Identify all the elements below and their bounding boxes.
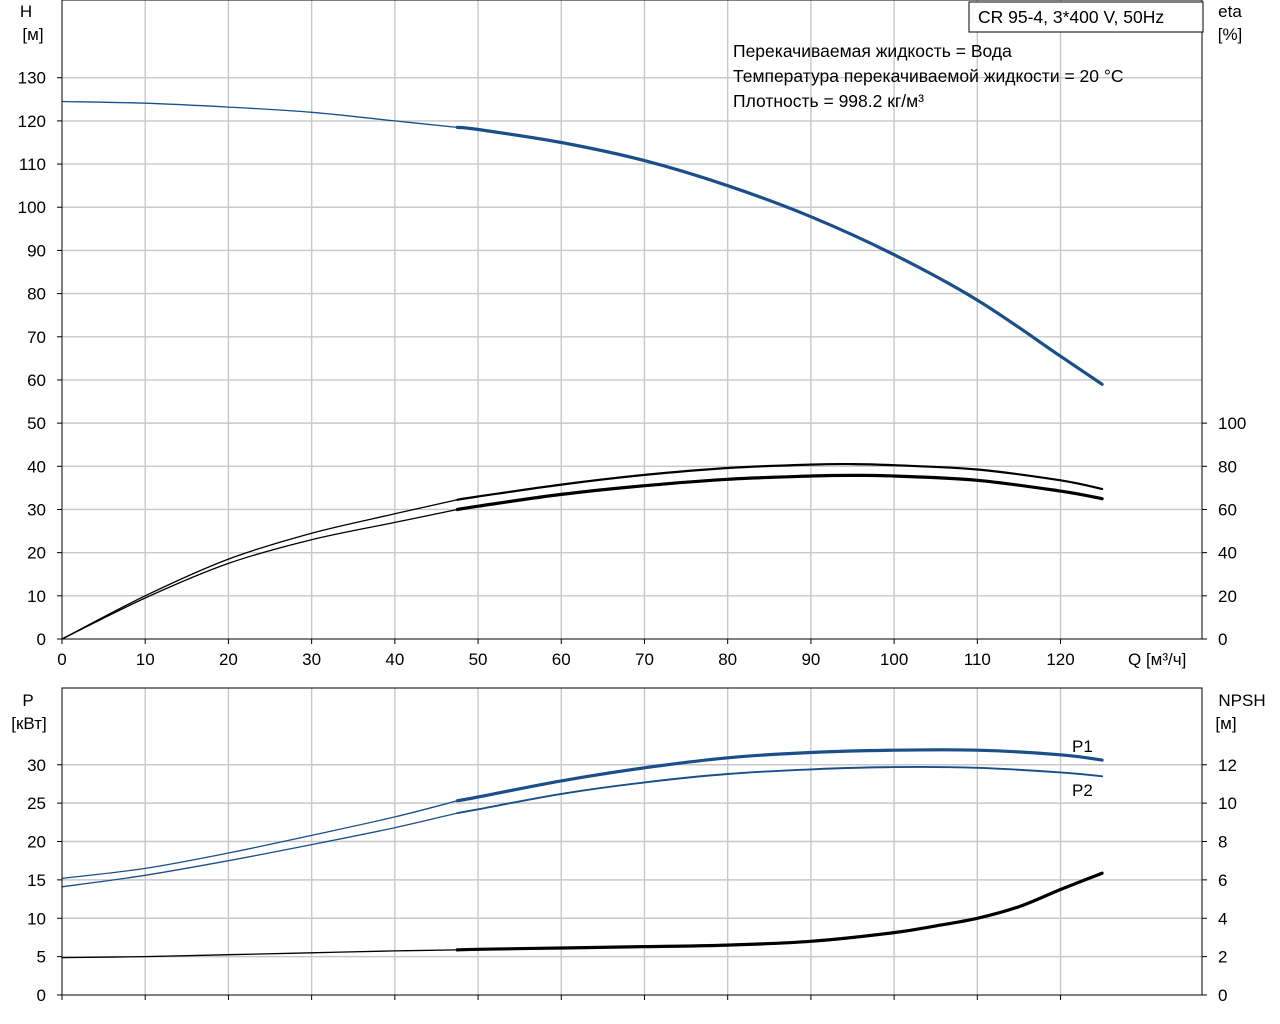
model-box [968,1,1204,33]
left-tick-label-0-12: 120 [18,112,46,131]
top-right-axis-label-line2: [%] [1218,25,1243,44]
x-tick-label-0-7: 70 [635,650,654,669]
grid-layer [62,0,1202,995]
right-tick-label-1-2: 4 [1218,909,1227,928]
series-eta_total-extended-curve [61,508,458,640]
x-tick-label-0-1: 10 [136,650,155,669]
series-eta_pump-operating-curve [456,462,1104,501]
left-tick-label-1-0: 0 [37,986,46,1005]
series-P1-extended-curve [61,800,458,879]
right-tick-label-1-1: 2 [1218,948,1227,967]
info-line-density: Плотность = 998.2 кг/м³ [733,91,924,111]
left-tick-label-1-4: 20 [27,833,46,852]
bottom-left-axis-label-line2: [кВт] [11,714,46,733]
model-label: CR 95-4, 3*400 V, 50Hz [978,7,1164,27]
left-tick-label-1-5: 25 [27,794,46,813]
left-tick-label-1-2: 10 [27,909,46,928]
left-tick-label-0-5: 50 [27,414,46,433]
x-tick-label-0-11: 110 [964,650,991,669]
info-line-fluid: Перекачиваемая жидкость = Вода [733,41,1012,61]
x-tick-label-0-12: 120 [1046,650,1074,669]
x-tick-label-0-4: 40 [385,650,404,669]
text-layer: H [м] eta [%] Q [м³/ч] P [кВт] NPSH [м] … [11,1,1266,1005]
left-tick-label-1-6: 30 [27,756,46,775]
series-NPSH-extended-curve [61,949,458,959]
top-left-axis-label-line1: H [20,2,32,21]
left-tick-label-0-4: 40 [27,457,46,476]
series-P2-operating-curve [456,765,1104,815]
right-tick-label-0-3: 60 [1218,500,1237,519]
left-tick-label-0-8: 80 [27,285,46,304]
x-tick-label-0-5: 50 [469,650,488,669]
right-tick-label-0-4: 80 [1218,457,1237,476]
left-tick-label-0-10: 100 [18,198,46,217]
right-tick-label-0-5: 100 [1218,414,1246,433]
series-P2-extended-curve [61,812,458,888]
series-H-operating-curve [455,125,1104,386]
bottom-right-axis-label-line2: [м] [1215,714,1236,733]
left-tick-label-0-6: 60 [27,371,46,390]
series-eta_pump-extended-curve [61,499,458,640]
info-line-temperature: Температура перекачиваемой жидкости = 20… [733,66,1124,86]
left-tick-label-0-13: 130 [18,69,46,88]
left-tick-label-0-11: 110 [19,155,46,174]
bottom-right-axis-label-line1: NPSH [1218,691,1265,710]
right-tick-label-0-1: 20 [1218,587,1237,606]
series-NPSH-operating-curve [455,871,1104,952]
frame-layer [57,0,1207,1000]
series-H-extended-curve [61,100,458,129]
series-P1-operating-curve [455,748,1104,803]
x-tick-label-0-0: 0 [57,650,66,669]
series-layer [61,100,1104,959]
right-tick-label-0-0: 0 [1218,630,1227,649]
series-label-p2: P2 [1072,781,1093,800]
top-x-axis-label: Q [м³/ч] [1128,650,1186,669]
left-tick-label-0-1: 10 [27,587,46,606]
right-tick-label-1-3: 6 [1218,871,1227,890]
left-tick-label-0-2: 20 [27,544,46,563]
top-right-axis-label-line1: eta [1218,2,1242,21]
right-tick-label-1-5: 10 [1218,794,1237,813]
top-left-axis-label-line2: [м] [22,25,43,44]
x-tick-label-0-10: 100 [880,650,908,669]
plot-frame-0 [61,0,1203,640]
series-eta_total-operating-curve [455,473,1104,512]
x-tick-label-0-8: 80 [718,650,737,669]
x-tick-label-0-9: 90 [801,650,820,669]
x-tick-label-0-2: 20 [219,650,238,669]
left-tick-label-1-3: 15 [27,871,46,890]
x-tick-label-0-6: 60 [552,650,571,669]
x-tick-label-0-3: 30 [302,650,321,669]
left-tick-label-0-7: 70 [27,328,46,347]
right-tick-label-0-2: 40 [1218,544,1237,563]
left-tick-label-1-1: 5 [37,948,46,967]
bottom-left-axis-label-line1: P [22,691,33,710]
left-tick-label-0-0: 0 [37,630,46,649]
left-tick-label-0-9: 90 [27,241,46,260]
right-tick-label-1-0: 0 [1218,986,1227,1005]
series-label-p1: P1 [1072,737,1093,756]
right-tick-label-1-6: 12 [1218,756,1237,775]
right-tick-label-1-4: 8 [1218,833,1227,852]
left-tick-label-0-3: 30 [27,500,46,519]
